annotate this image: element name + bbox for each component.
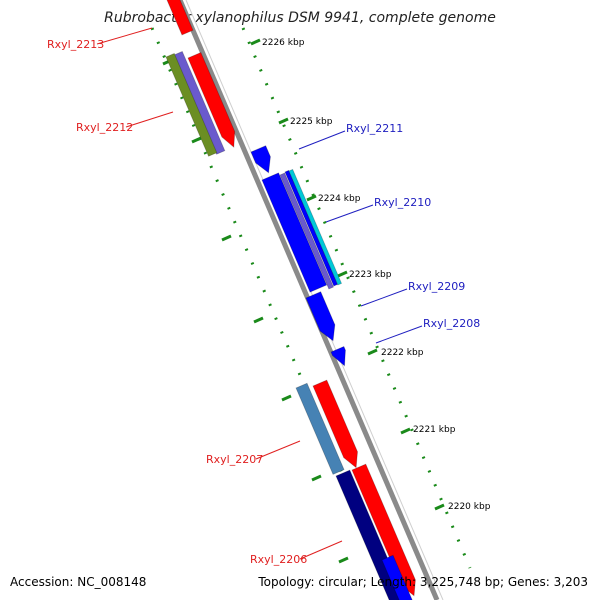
gene-leader-line [375,325,423,344]
gene-label-rxyl-2209[interactable]: Rxyl_2209 [408,280,465,293]
kbp-label: 2226 kbp [262,38,305,48]
inner-tick [338,556,349,564]
gene-feature-rxyl-2213[interactable] [166,0,194,36]
inner-tick [281,394,292,402]
gene-leader-line [360,288,408,307]
inner-tick [311,474,322,482]
gene-feature-rxyl-2211[interactable] [250,145,271,174]
gene-leader-line [96,27,153,45]
gene-feature-rxyl-2208[interactable] [330,345,346,367]
gene-label-rxyl-2208[interactable]: Rxyl_2208 [423,317,480,330]
kbp-tick [367,348,378,356]
kbp-tick [337,270,348,278]
gene-label-rxyl-2206[interactable]: Rxyl_2206 [250,553,307,566]
gene-leader-line [299,540,343,560]
gene-leader-line [125,111,174,128]
gene-feature-rxyl-2207[interactable] [312,379,358,469]
genome-info-text: Topology: circular; Length: 3,225,748 bp… [258,575,588,589]
kbp-tick [400,427,411,435]
gene-label-rxyl-2207[interactable]: Rxyl_2207 [206,453,263,466]
blue-feature-bottom[interactable] [381,554,413,600]
gene-label-rxyl-2213[interactable]: Rxyl_2213 [47,38,104,51]
kbp-label: 2223 kbp [349,270,392,280]
gene-label-rxyl-2210[interactable]: Rxyl_2210 [374,196,431,209]
inner-tick [191,136,202,144]
kbp-tick [278,117,289,125]
gene-feature-rxyl-2210-inner[interactable] [279,172,334,290]
inner-tick [221,234,232,242]
kbp-label: 2224 kbp [318,194,361,204]
inner-tick [253,316,264,324]
gene-label-rxyl-2211[interactable]: Rxyl_2211 [346,122,403,135]
gene-label-rxyl-2212[interactable]: Rxyl_2212 [76,121,133,134]
kbp-label: 2220 kbp [448,502,491,512]
gene-feature-rxyl-2207-steel[interactable] [295,382,345,475]
gene-leader-line [255,440,301,460]
kbp-label: 2221 kbp [413,425,456,435]
gene-feature-rxyl-2209[interactable] [305,291,336,342]
olive-feature[interactable] [165,52,218,157]
accession-text: Accession: NC_008148 [10,575,147,589]
blue-stripe[interactable] [284,169,339,287]
kbp-label: 2222 kbp [381,348,424,358]
gene-feature-rxyl-2210[interactable] [261,172,328,293]
kbp-tick [434,503,445,511]
kbp-label: 2225 kbp [290,117,333,127]
kbp-tick [250,38,261,46]
gene-leader-line [325,204,374,223]
kbp-tick [306,194,317,202]
gene-leader-line [298,130,346,150]
gene-feature-rxyl-2213-cds[interactable] [187,51,236,148]
cyan-feature[interactable] [288,168,343,286]
map-title: Rubrobacter xylanophilus DSM 9941, compl… [104,10,496,26]
